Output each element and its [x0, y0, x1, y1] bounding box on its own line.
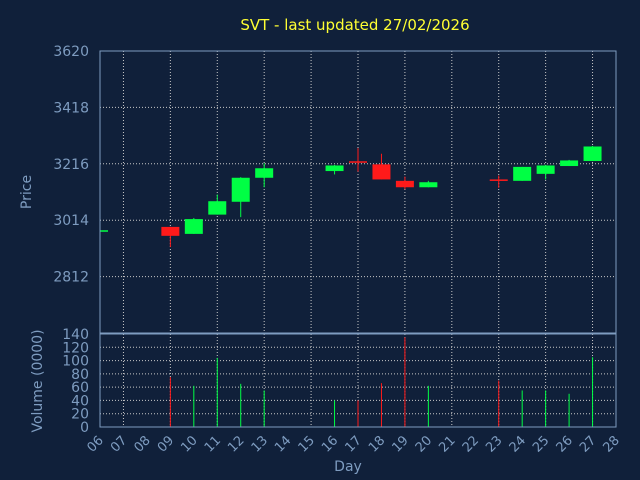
candle-body [395, 180, 414, 188]
price-gridlines [100, 51, 616, 333]
x-tick-label: 26 [554, 433, 576, 455]
volume-panel-frame [99, 333, 617, 428]
candle-body [208, 201, 227, 215]
volume-y-tick-label: 20 [71, 407, 89, 423]
price-candles [100, 145, 602, 248]
volume-y-tick-label: 60 [71, 380, 89, 396]
price-y-tick-label: 2812 [53, 270, 89, 286]
candle-body [161, 226, 180, 236]
volume-y-tick-label: 80 [71, 367, 89, 383]
volume-y-tick-label: 0 [80, 420, 89, 436]
x-tick-label: 25 [530, 433, 552, 455]
x-tick-label: 17 [343, 433, 365, 455]
volume-axis-label: Volume (0000) [30, 329, 46, 432]
candle-body [100, 230, 108, 232]
candle-body [536, 165, 555, 174]
x-tick-label: 10 [178, 433, 200, 455]
x-tick-label: 20 [413, 433, 435, 455]
volume-bars [169, 337, 594, 427]
candle-body [489, 179, 508, 181]
candle-body [372, 164, 391, 180]
price-y-ticks: 3620 3418 3216 3014 2812 [53, 44, 89, 286]
candle-body [419, 182, 438, 188]
candle-body [349, 161, 367, 163]
x-tick-label: 14 [272, 433, 294, 455]
x-tick-label: 27 [577, 433, 599, 455]
x-tick-label: 15 [296, 433, 318, 455]
x-tick-label: 22 [460, 433, 482, 455]
x-tick-label: 24 [507, 433, 529, 455]
x-tick-label: 18 [366, 433, 388, 455]
candle-body [583, 146, 602, 162]
price-panel: 3620 3418 3216 3014 2812 [53, 44, 617, 334]
x-tick-label: 12 [225, 433, 247, 455]
candle-body [184, 219, 203, 234]
price-y-tick-label: 3418 [53, 100, 89, 116]
x-axis-label: Day [334, 459, 362, 475]
price-y-tick-label: 3014 [53, 213, 89, 229]
candle-body [560, 160, 579, 167]
x-tick-label: 19 [389, 433, 411, 455]
volume-y-tick-label: 140 [62, 327, 89, 343]
candle-body [231, 177, 250, 202]
price-y-tick-label: 3620 [53, 44, 89, 60]
chart-title: SVT - last updated 27/02/2026 [240, 16, 469, 34]
candle-body [255, 168, 274, 178]
x-tick-label: 11 [202, 433, 224, 455]
x-tick-label: 16 [319, 433, 341, 455]
x-tick-label: 06 [85, 433, 107, 455]
volume-y-tick-label: 40 [71, 393, 89, 409]
x-tick-label: 28 [601, 433, 623, 455]
x-tick-label: 08 [131, 433, 153, 455]
x-tick-label: 09 [155, 433, 177, 455]
volume-y-tick-label: 120 [62, 340, 89, 356]
price-y-tick-label: 3216 [53, 157, 89, 173]
price-axis-label: Price [19, 175, 35, 209]
x-tick-label: 13 [249, 433, 271, 455]
x-tick-label: 07 [108, 433, 130, 455]
x-ticks: 06 07 08 09 10 11 12 13 14 15 16 17 18 19 20 21 22 23 24 25… [85, 433, 623, 455]
price-panel-frame [99, 50, 617, 334]
candle-body [325, 165, 344, 172]
x-tick-label: 23 [483, 433, 505, 455]
candle-body [513, 166, 532, 181]
volume-y-tick-label: 100 [62, 354, 89, 370]
x-tick-label: 21 [436, 433, 458, 455]
